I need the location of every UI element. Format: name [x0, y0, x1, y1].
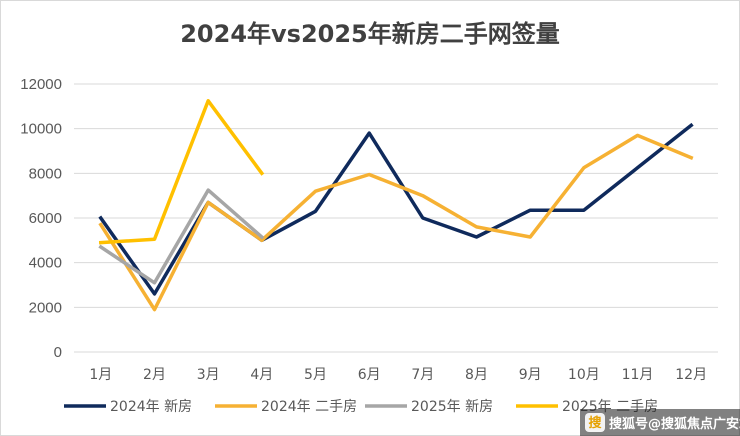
- x-tick-label: 2月: [143, 367, 166, 383]
- watermark: 搜 搜狐号@搜狐焦点广安站: [580, 409, 740, 436]
- x-tick-label: 5月: [304, 367, 327, 383]
- x-tick-label: 6月: [358, 367, 381, 383]
- y-tick-label: 2000: [29, 299, 62, 316]
- gridlines: [74, 83, 718, 353]
- y-tick-label: 12000: [20, 76, 62, 93]
- series-line-1: [98, 133, 694, 312]
- x-tick-label: 11月: [622, 367, 654, 383]
- x-tick-label: 1月: [89, 367, 112, 383]
- legend-label-1: 2024年 二手房: [261, 399, 357, 415]
- watermark-background: [580, 409, 740, 436]
- x-tick-label: 8月: [465, 367, 488, 383]
- legend-label-0: 2024年 新房: [110, 399, 192, 415]
- chart-title: 2024年vs2025年新房二手网签量: [180, 20, 560, 48]
- series-lines: [98, 99, 694, 312]
- x-tick-label: 7月: [411, 367, 434, 383]
- sohu-logo-icon: 搜: [585, 413, 605, 432]
- x-tick-label: 4月: [250, 367, 273, 383]
- svg-text:搜: 搜: [588, 415, 602, 431]
- x-axis-ticks: 1月 2月 3月 4月 5月 6月 7月 8月 9月 10月 11月 12月: [89, 367, 707, 383]
- x-tick-label: 3月: [197, 367, 220, 383]
- x-tick-label: 9月: [519, 367, 542, 383]
- y-tick-label: 0: [54, 344, 62, 361]
- y-tick-label: 6000: [29, 210, 62, 227]
- y-tick-label: 4000: [29, 255, 62, 272]
- watermark-text: 搜狐号@搜狐焦点广安站: [609, 416, 740, 432]
- y-axis-ticks: 0 2000 4000 6000 8000 10000 12000: [20, 76, 62, 361]
- y-tick-label: 10000: [20, 121, 62, 138]
- series-line-2: [98, 188, 265, 285]
- legend: 2024年 新房 2024年 二手房 2025年 新房 2025年 二手房: [64, 399, 658, 415]
- legend-label-2: 2025年 新房: [411, 399, 493, 415]
- x-tick-label: 12月: [675, 367, 707, 383]
- y-tick-label: 8000: [29, 165, 62, 182]
- x-tick-label: 10月: [568, 367, 600, 383]
- series-line-3: [98, 99, 265, 245]
